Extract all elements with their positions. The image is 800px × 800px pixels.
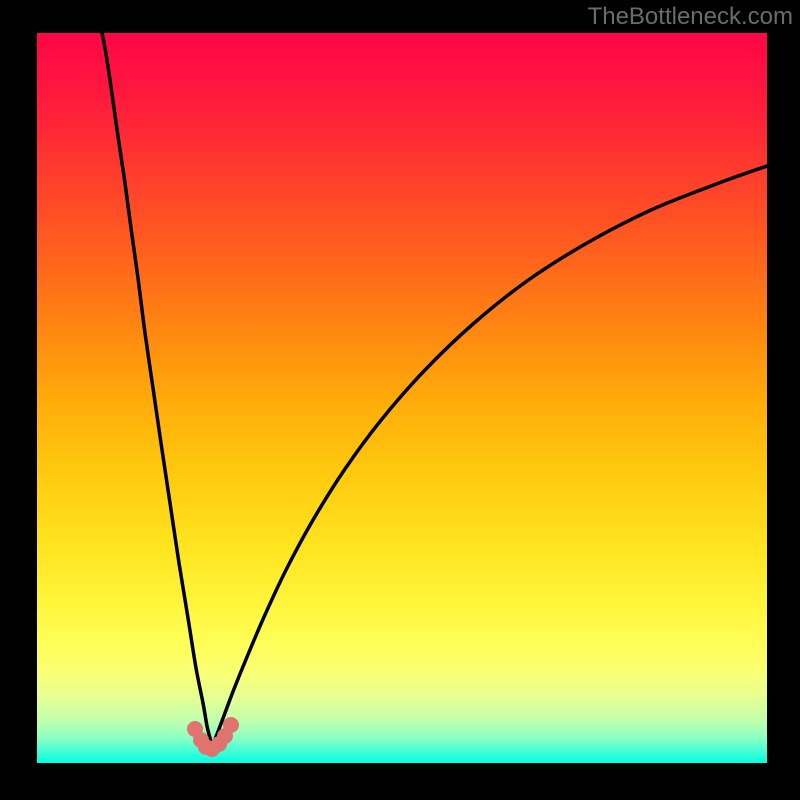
chart-container: TheBottleneck.com — [0, 0, 800, 800]
chart-svg — [0, 0, 800, 800]
highlight-dot — [223, 717, 239, 733]
watermark-text: TheBottleneck.com — [588, 3, 793, 31]
gradient-background — [37, 33, 767, 763]
